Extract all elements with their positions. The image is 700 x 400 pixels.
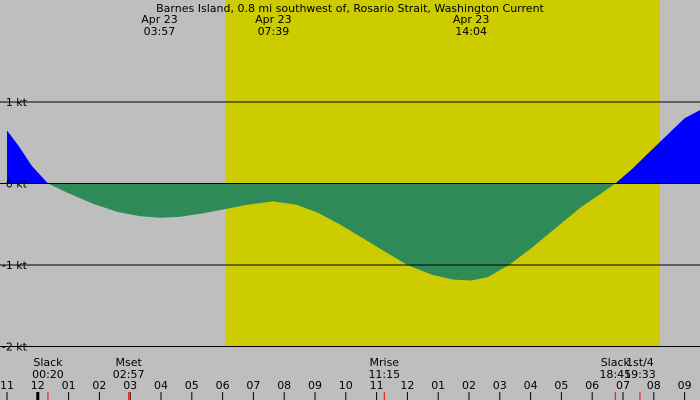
x-tick-label: 05 — [554, 379, 568, 392]
top-event-date: Apr 23 — [453, 13, 490, 26]
bottom-event-labels: Slack00:20Mset02:57Mrise11:15Slack18:451… — [32, 356, 656, 381]
x-tick-label: 12 — [31, 379, 45, 392]
top-event-time: 03:57 — [144, 25, 176, 38]
y-axis-labels: 1 kt 0 kt -1 kt -2 kt — [2, 96, 28, 354]
bottom-event-time: 19:33 — [624, 368, 656, 381]
bottom-event-label: Mrise — [370, 356, 400, 369]
bottom-event-label: Slack — [33, 356, 63, 369]
x-tick-label: 03 — [493, 379, 507, 392]
bottom-event-time: 18:45 — [599, 368, 631, 381]
x-tick-label: 10 — [339, 379, 353, 392]
x-tick-label: 09 — [678, 379, 692, 392]
bottom-event-label: 1st/4 — [626, 356, 654, 369]
y-tick-label: 1 kt — [6, 96, 28, 109]
y-tick-label: 0 kt — [6, 178, 28, 191]
top-event-time: 07:39 — [258, 25, 290, 38]
x-tick-label: 06 — [585, 379, 599, 392]
x-tick-label: 11 — [0, 379, 14, 392]
x-tick-label: 04 — [154, 379, 168, 392]
daylight-band — [225, 0, 660, 346]
x-axis-ticks: 11 12 01 02 03 04 05 06 07 08 09 10 11 12 01 02 03 04 05 06… — [0, 379, 692, 400]
top-event-time: 14:04 — [455, 25, 487, 38]
bottom-event-label: Slack — [601, 356, 631, 369]
x-tick-label: 02 — [92, 379, 106, 392]
x-tick-label: 04 — [524, 379, 538, 392]
top-event-date: Apr 23 — [255, 13, 292, 26]
y-tick-label: -2 kt — [2, 341, 28, 354]
top-event-date: Apr 23 — [141, 13, 178, 26]
bottom-event-label: Mset — [116, 356, 143, 369]
x-tick-label: 11 — [370, 379, 384, 392]
x-tick-label: 03 — [123, 379, 137, 392]
chart-title: Barnes Island, 0.8 mi southwest of, Rosa… — [156, 2, 544, 15]
x-tick-label: 07 — [616, 379, 630, 392]
x-tick-label: 05 — [185, 379, 199, 392]
x-tick-label: 09 — [308, 379, 322, 392]
bottom-event-time: 02:57 — [113, 368, 145, 381]
flood-current-area — [7, 110, 700, 184]
x-tick-label: 08 — [647, 379, 661, 392]
event-markers — [47, 392, 641, 400]
ebb-current-area — [7, 183, 700, 281]
x-tick-label: 01 — [431, 379, 445, 392]
x-tick-label: 08 — [277, 379, 291, 392]
x-tick-label: 12 — [400, 379, 414, 392]
x-tick-label: 07 — [246, 379, 260, 392]
bottom-event-time: 00:20 — [32, 368, 64, 381]
grid-lines — [0, 101, 700, 347]
x-tick-label: 02 — [462, 379, 476, 392]
x-tick-label: 06 — [216, 379, 230, 392]
bottom-event-time: 11:15 — [368, 368, 400, 381]
x-tick-label: 01 — [62, 379, 76, 392]
y-tick-label: -1 kt — [2, 259, 28, 272]
current-curve — [7, 110, 700, 281]
